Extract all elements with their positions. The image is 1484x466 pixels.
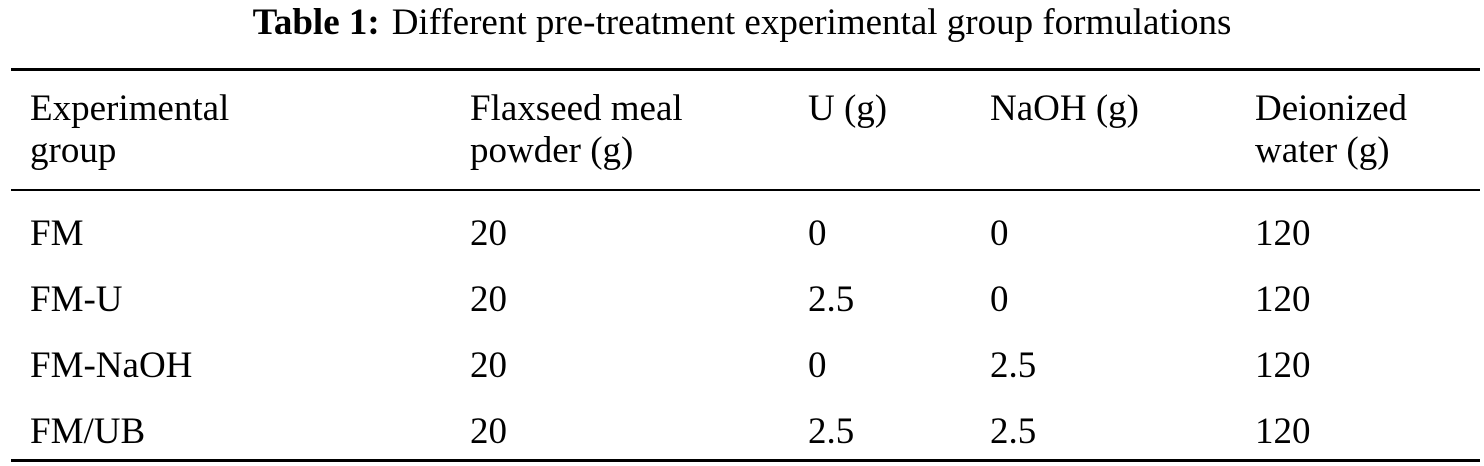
- table-cell-water: 120: [1255, 411, 1311, 452]
- header-rule: [11, 189, 1480, 191]
- table-cell-flaxseed: 20: [470, 279, 507, 320]
- table-cell-water: 120: [1255, 345, 1311, 386]
- column-header-naoh: NaOH (g): [990, 88, 1139, 130]
- header-line: Deionized: [1255, 88, 1408, 129]
- table-cell-group: FM-NaOH: [30, 345, 193, 386]
- top-rule: [11, 68, 1480, 71]
- table-cell-naoh: 2.5: [990, 345, 1037, 386]
- header-line: NaOH (g): [990, 88, 1139, 129]
- table-cell-naoh: 2.5: [990, 411, 1037, 452]
- column-header-flaxseed-meal-powder: Flaxseed meal powder (g): [470, 88, 683, 172]
- table-cell-group: FM: [30, 213, 84, 254]
- table-caption: Table 1: Different pre-treatment experime…: [0, 0, 1484, 50]
- bottom-rule: [11, 459, 1480, 462]
- header-line: Experimental: [30, 88, 230, 129]
- header-line: powder (g): [470, 130, 634, 171]
- table-cell-flaxseed: 20: [470, 213, 507, 254]
- table-cell-u: 0: [808, 213, 827, 254]
- table-cell-group: FM/UB: [30, 411, 146, 452]
- column-header-u: U (g): [808, 88, 887, 130]
- table-cell-water: 120: [1255, 279, 1311, 320]
- table-cell-flaxseed: 20: [470, 345, 507, 386]
- column-header-deionized-water: Deionized water (g): [1255, 88, 1407, 172]
- table-cell-u: 2.5: [808, 411, 855, 452]
- header-line: U (g): [808, 88, 888, 129]
- column-header-experimental-group: Experimental group: [30, 88, 229, 172]
- header-line: water (g): [1255, 130, 1390, 171]
- header-line: Flaxseed meal: [470, 88, 683, 129]
- table-cell-water: 120: [1255, 213, 1311, 254]
- table-cell-flaxseed: 20: [470, 411, 507, 452]
- table-cell-group: FM-U: [30, 279, 123, 320]
- table-cell-u: 0: [808, 345, 827, 386]
- table-cell-u: 2.5: [808, 279, 855, 320]
- caption-label: Table 1:: [252, 2, 380, 43]
- caption-text: Different pre-treatment experimental gro…: [391, 2, 1232, 43]
- table-cell-naoh: 0: [990, 279, 1009, 320]
- table-cell-naoh: 0: [990, 213, 1009, 254]
- header-line: group: [30, 130, 117, 171]
